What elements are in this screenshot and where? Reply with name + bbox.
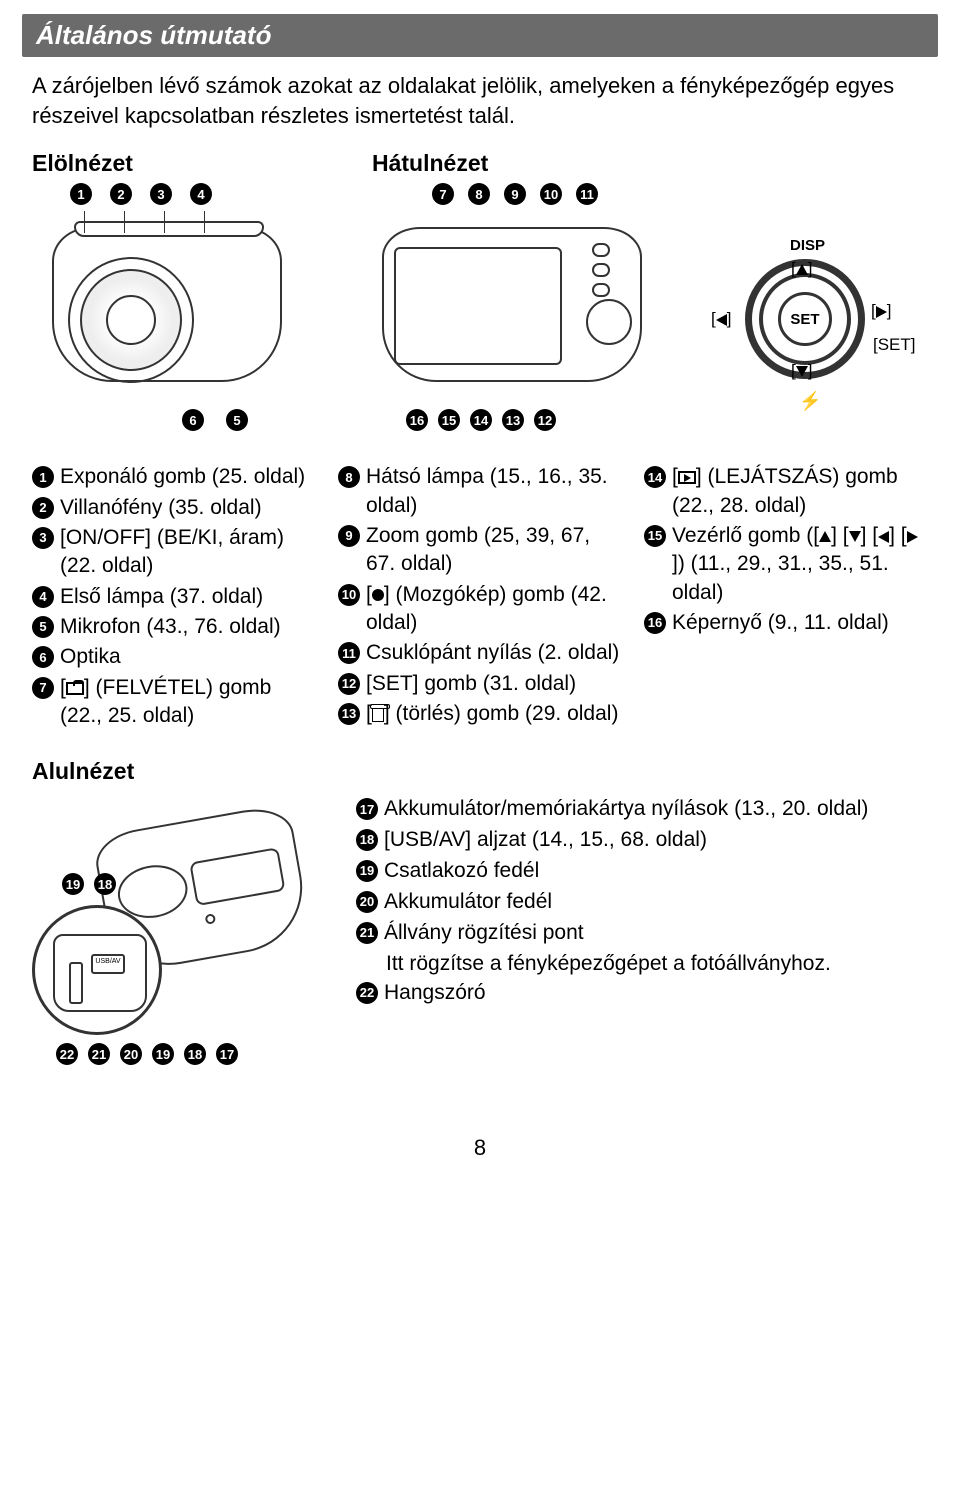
marker-12: 12 <box>534 409 556 431</box>
dpad-arrow-up: [] <box>791 259 812 279</box>
dpad-set-label: [SET] <box>873 335 916 355</box>
legend-marker-22: 22 <box>356 982 378 1004</box>
usb-av-label: USB/AV <box>91 954 125 974</box>
legend-text-2: Villanófény (35. oldal) <box>60 494 262 522</box>
dpad-arrow-down: [] <box>791 361 812 381</box>
legend-text-17: Akkumulátor/memóriakártya nyílások (13.,… <box>384 795 868 824</box>
legend-text-20: Akkumulátor fedél <box>384 888 552 917</box>
legend-marker-17: 17 <box>356 798 378 820</box>
marker-20b: 20 <box>120 1043 142 1065</box>
intro-text: A zárójelben lévő számok azokat az oldal… <box>32 71 928 130</box>
marker-16: 16 <box>406 409 428 431</box>
legend-text-11: Csuklópánt nyílás (2. oldal) <box>366 639 619 667</box>
marker-18b: 18 <box>94 873 116 895</box>
legend-marker-19: 19 <box>356 860 378 882</box>
bottom-legend: 17 Akkumulátor/memóriakártya nyílások (13… <box>356 795 868 1075</box>
legend-col-2: 8 Hátsó lámpa (15., 16., 35. oldal) 9 Zoom … <box>338 463 622 732</box>
legend-marker-2: 2 <box>32 497 54 519</box>
page-number: 8 <box>0 1135 960 1161</box>
legend-marker-8: 8 <box>338 466 360 488</box>
marker-10: 10 <box>540 183 562 205</box>
legend-text-10: [] (Mozgókép) gomb (42. oldal) <box>366 581 622 638</box>
flash-icon: ⚡ <box>799 391 821 412</box>
legend-marker-15: 15 <box>644 525 666 547</box>
marker-18c: 18 <box>184 1043 206 1065</box>
marker-15: 15 <box>438 409 460 431</box>
legend-text-1: Exponáló gomb (25. oldal) <box>60 463 305 491</box>
legend-col-1: 1 Exponáló gomb (25. oldal) 2 Villanófény (… <box>32 463 316 732</box>
legend-text-3: [ON/OFF] (BE/KI, áram) (22. oldal) <box>60 524 316 581</box>
marker-1: 1 <box>70 183 92 205</box>
legend-marker-20: 20 <box>356 891 378 913</box>
front-top-markers: 1 2 3 4 <box>32 183 372 205</box>
marker-21b: 21 <box>88 1043 110 1065</box>
legend-text-13: [] (törlés) gomb (29. oldal) <box>366 700 618 728</box>
legend-marker-16: 16 <box>644 612 666 634</box>
rear-view-label: Hátulnézet <box>372 150 488 177</box>
legend-marker-4: 4 <box>32 586 54 608</box>
legend-marker-13: 13 <box>338 703 360 725</box>
legend-extra-21: Itt rögzítse a fényképezőgépet a fotóáll… <box>386 950 868 979</box>
legend-text-9: Zoom gomb (25, 39, 67, 67. oldal) <box>366 522 622 579</box>
legend-marker-9: 9 <box>338 525 360 547</box>
marker-13: 13 <box>502 409 524 431</box>
rear-top-markers: 7 8 9 10 11 <box>372 183 598 205</box>
diagram-dpad: DISP SET [] [] [] [] [SET] ⚡ <box>682 209 928 429</box>
marker-19b: 19 <box>62 873 84 895</box>
marker-5: 5 <box>226 409 248 431</box>
front-view-label: Elölnézet <box>32 150 372 177</box>
legend-marker-10: 10 <box>338 584 360 606</box>
legend-marker-21: 21 <box>356 922 378 944</box>
legend-marker-18: 18 <box>356 829 378 851</box>
legend-text-22: Hangszóró <box>384 979 486 1008</box>
legend-text-16: Képernyő (9., 11. oldal) <box>672 609 889 637</box>
marker-4: 4 <box>190 183 212 205</box>
dpad-center: SET <box>778 292 832 346</box>
legend-marker-3: 3 <box>32 527 54 549</box>
diagram-front: 6 5 <box>32 209 372 429</box>
legend-text-21: Állvány rögzítési pont <box>384 919 584 948</box>
marker-19c: 19 <box>152 1043 174 1065</box>
legend-text-18: [USB/AV] aljzat (14., 15., 68. oldal) <box>384 826 707 855</box>
legend-text-15: Vezérlő gomb ([] [] [] []) (11., 29., 31… <box>672 522 928 607</box>
marker-3: 3 <box>150 183 172 205</box>
section-header: Általános útmutató <box>22 14 938 57</box>
diagram-bottom: USB/AV 19 18 22 21 20 19 18 17 <box>32 795 332 1075</box>
bottom-view-label: Alulnézet <box>32 758 928 785</box>
legend-marker-12: 12 <box>338 673 360 695</box>
marker-17b: 17 <box>216 1043 238 1065</box>
legend-marker-11: 11 <box>338 642 360 664</box>
legend-text-12: [SET] gomb (31. oldal) <box>366 670 576 698</box>
legend-marker-5: 5 <box>32 616 54 638</box>
marker-2: 2 <box>110 183 132 205</box>
legend-text-14: [] (LEJÁTSZÁS) gomb (22., 28. oldal) <box>672 463 928 520</box>
legend-text-8: Hátsó lámpa (15., 16., 35. oldal) <box>366 463 622 520</box>
marker-9: 9 <box>504 183 526 205</box>
legend-marker-7: 7 <box>32 677 54 699</box>
legend-text-7: [] (FELVÉTEL) gomb (22., 25. oldal) <box>60 674 316 731</box>
dpad-arrow-left: [] <box>711 309 731 329</box>
legend-marker-1: 1 <box>32 466 54 488</box>
dpad-disp: DISP <box>790 237 825 254</box>
diagram-rear: 16 15 14 13 12 <box>372 209 682 429</box>
marker-8: 8 <box>468 183 490 205</box>
marker-7: 7 <box>432 183 454 205</box>
marker-11: 11 <box>576 183 598 205</box>
legend-marker-6: 6 <box>32 646 54 668</box>
legend-marker-14: 14 <box>644 466 666 488</box>
marker-22b: 22 <box>56 1043 78 1065</box>
legend-col-3: 14 [] (LEJÁTSZÁS) gomb (22., 28. oldal) 15… <box>644 463 928 732</box>
marker-14: 14 <box>470 409 492 431</box>
legend-text-19: Csatlakozó fedél <box>384 857 539 886</box>
legend-text-6: Optika <box>60 643 121 671</box>
legend-text-5: Mikrofon (43., 76. oldal) <box>60 613 281 641</box>
legend-text-4: Első lámpa (37. oldal) <box>60 583 263 611</box>
marker-6: 6 <box>182 409 204 431</box>
dpad-arrow-right: [] <box>871 301 891 321</box>
